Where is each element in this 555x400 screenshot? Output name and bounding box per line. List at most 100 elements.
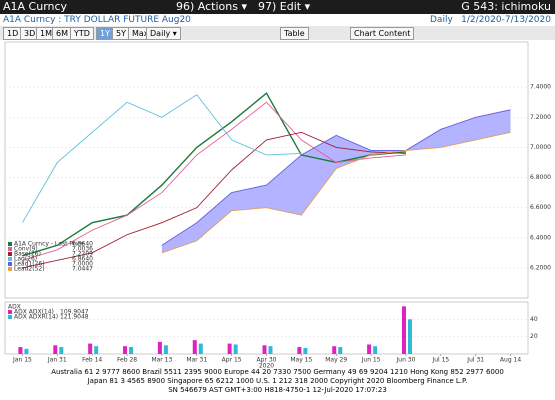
- period: Daily: [430, 15, 453, 25]
- y-tick-label: 20: [530, 333, 538, 340]
- legend-swatch: [8, 257, 12, 261]
- bar: [53, 345, 58, 354]
- x-tick-label: Aug 14: [500, 357, 521, 364]
- y-tick-label: 6.6000: [530, 204, 551, 211]
- panel-frame: [4, 41, 529, 299]
- ticker: A1A Curncy: [3, 0, 68, 13]
- legend-label: Lag(26): [14, 256, 37, 263]
- series-line: [22, 94, 302, 223]
- series-line: [22, 101, 407, 261]
- bar: [94, 346, 99, 354]
- bar: [367, 344, 372, 354]
- legend-value: 6.8640: [72, 256, 93, 263]
- footer-line: SN 546679 AST GMT+3:00 H818-4750-1 12-Ju…: [168, 386, 387, 394]
- bar: [297, 347, 302, 354]
- actions-menu[interactable]: 96) Actions ▾: [176, 0, 247, 13]
- edit-menu[interactable]: 97) Edit ▾: [258, 0, 311, 13]
- toolbar-button[interactable]: Table: [280, 27, 309, 40]
- bar: [88, 343, 93, 354]
- toolbar-button[interactable]: 6M: [52, 27, 72, 40]
- toolbar: 1D 3D 1M 6M YTD 1Y 5Y Max Daily ▾ Table Chart Cont…: [0, 26, 555, 40]
- bar: [129, 347, 134, 354]
- series-line: [161, 109, 511, 246]
- y-tick-label: 7.0000: [530, 144, 551, 151]
- legend-value: 7.0000: [72, 261, 93, 268]
- legend-value: 121.9048: [60, 314, 89, 321]
- legend-label: Conv(9): [14, 246, 38, 253]
- bar: [262, 345, 267, 354]
- bar: [157, 341, 162, 354]
- legend-value: 7.0036: [72, 246, 93, 253]
- bar: [338, 347, 343, 354]
- bar: [24, 348, 29, 354]
- x-tick-label: Jun 30: [396, 357, 416, 364]
- bar: [401, 306, 406, 354]
- bar: [198, 343, 203, 354]
- legend-label: A1A Curncy - Last Price: [14, 241, 84, 248]
- date-range: 1/2/2020-7/13/2020: [461, 15, 551, 25]
- x-tick-label: Apr 30: [257, 357, 277, 364]
- legend-label: Base(26): [14, 251, 41, 258]
- legend-swatch: [8, 252, 12, 256]
- bar: [268, 346, 273, 354]
- chart: 6.2000 6.4000 6.6000 6.8000 7.0000 7.2000 7.40…: [4, 41, 551, 369]
- y-tick-label: 6.8000: [530, 174, 551, 181]
- subheader: A1A Curncy : TRY DOLLAR FUTURE Aug20 Dai…: [0, 14, 555, 26]
- legend-swatch: [8, 262, 12, 266]
- legend-swatch: [8, 242, 12, 246]
- legend-value: 6.8640: [72, 241, 93, 248]
- bar: [18, 347, 23, 354]
- series-line: [22, 131, 406, 269]
- y-tick-label: 7.4000: [530, 84, 551, 91]
- series-line: [22, 92, 407, 257]
- legend-label: Lead2(52): [14, 266, 45, 273]
- panel-title: ADX: [8, 304, 21, 311]
- legend-label: ADX ADXR(14): [14, 314, 58, 321]
- header-bar: A1A Curncy 96) Actions ▾ 97) Edit ▾ G 54…: [0, 0, 555, 14]
- toolbar-button[interactable]: YTD: [70, 27, 94, 40]
- toolbar-button[interactable]: 1Y: [96, 27, 114, 40]
- y-tick-label: 40: [530, 316, 538, 323]
- bar: [227, 343, 232, 354]
- footer: Australia 61 2 9777 8600 Brazil 5511 239…: [0, 368, 555, 395]
- legend-value: 109.9047: [60, 309, 89, 316]
- x-tick-label: Feb 14: [82, 357, 102, 364]
- x-tick-label: Jul 15: [431, 357, 449, 364]
- bar: [373, 346, 378, 354]
- bar: [303, 347, 308, 354]
- cloud: [161, 109, 511, 253]
- legend-value: 7.0447: [72, 266, 93, 273]
- bar: [163, 345, 168, 354]
- legend-label: ADX ADX(14): [14, 309, 54, 316]
- x-tick-label: Mar 13: [151, 357, 172, 364]
- legend-value: 7.2209: [72, 251, 93, 258]
- bar: [123, 346, 128, 354]
- footer-line: Australia 61 2 9777 8600 Brazil 5511 239…: [51, 368, 504, 376]
- x-tick-label: Jul 31: [466, 357, 484, 364]
- security-name: A1A Curncy : TRY DOLLAR FUTURE Aug20: [3, 15, 191, 25]
- x-tick-label: Feb 28: [117, 357, 137, 364]
- legend-label: Lead1(26): [14, 261, 45, 268]
- y-tick-label: 6.2000: [530, 264, 551, 271]
- y-tick-label: 7.2000: [530, 114, 551, 121]
- x-tick-label: Jun 15: [361, 357, 381, 364]
- bar: [407, 319, 412, 354]
- template-name: G 543: ichimoku: [461, 0, 551, 13]
- footer-line: Japan 81 3 4565 8900 Singapore 65 6212 1…: [87, 377, 468, 385]
- bar: [192, 340, 197, 354]
- x-tick-label: May 15: [290, 357, 312, 364]
- x-tick-label: Jan 15: [12, 357, 32, 364]
- x-tick-label: Jan 31: [47, 357, 67, 364]
- x-tick-label: May 29: [325, 357, 347, 364]
- legend-swatch: [8, 310, 12, 314]
- toolbar-button[interactable]: Chart Content: [350, 27, 415, 40]
- year-label: 2020: [259, 363, 274, 369]
- x-tick-label: Mar 31: [186, 357, 207, 364]
- y-tick-label: 6.4000: [530, 234, 551, 241]
- bar: [233, 344, 238, 354]
- x-tick-label: Apr 15: [222, 357, 242, 364]
- series-line: [161, 131, 511, 254]
- toolbar-button[interactable]: Daily ▾: [146, 27, 181, 40]
- legend-swatch: [8, 247, 12, 251]
